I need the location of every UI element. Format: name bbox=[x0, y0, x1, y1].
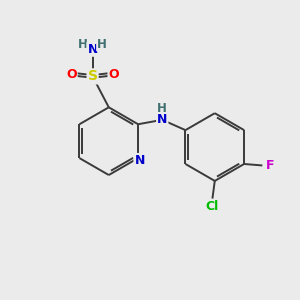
Text: O: O bbox=[109, 68, 119, 80]
Text: N: N bbox=[87, 43, 98, 56]
Text: O: O bbox=[66, 68, 77, 80]
Text: N: N bbox=[134, 154, 145, 167]
Text: H: H bbox=[97, 38, 107, 50]
Text: F: F bbox=[266, 159, 275, 172]
Text: H: H bbox=[157, 102, 167, 115]
Text: Cl: Cl bbox=[205, 200, 218, 213]
Text: S: S bbox=[88, 69, 98, 83]
Text: N: N bbox=[157, 113, 167, 126]
Text: H: H bbox=[78, 38, 88, 50]
